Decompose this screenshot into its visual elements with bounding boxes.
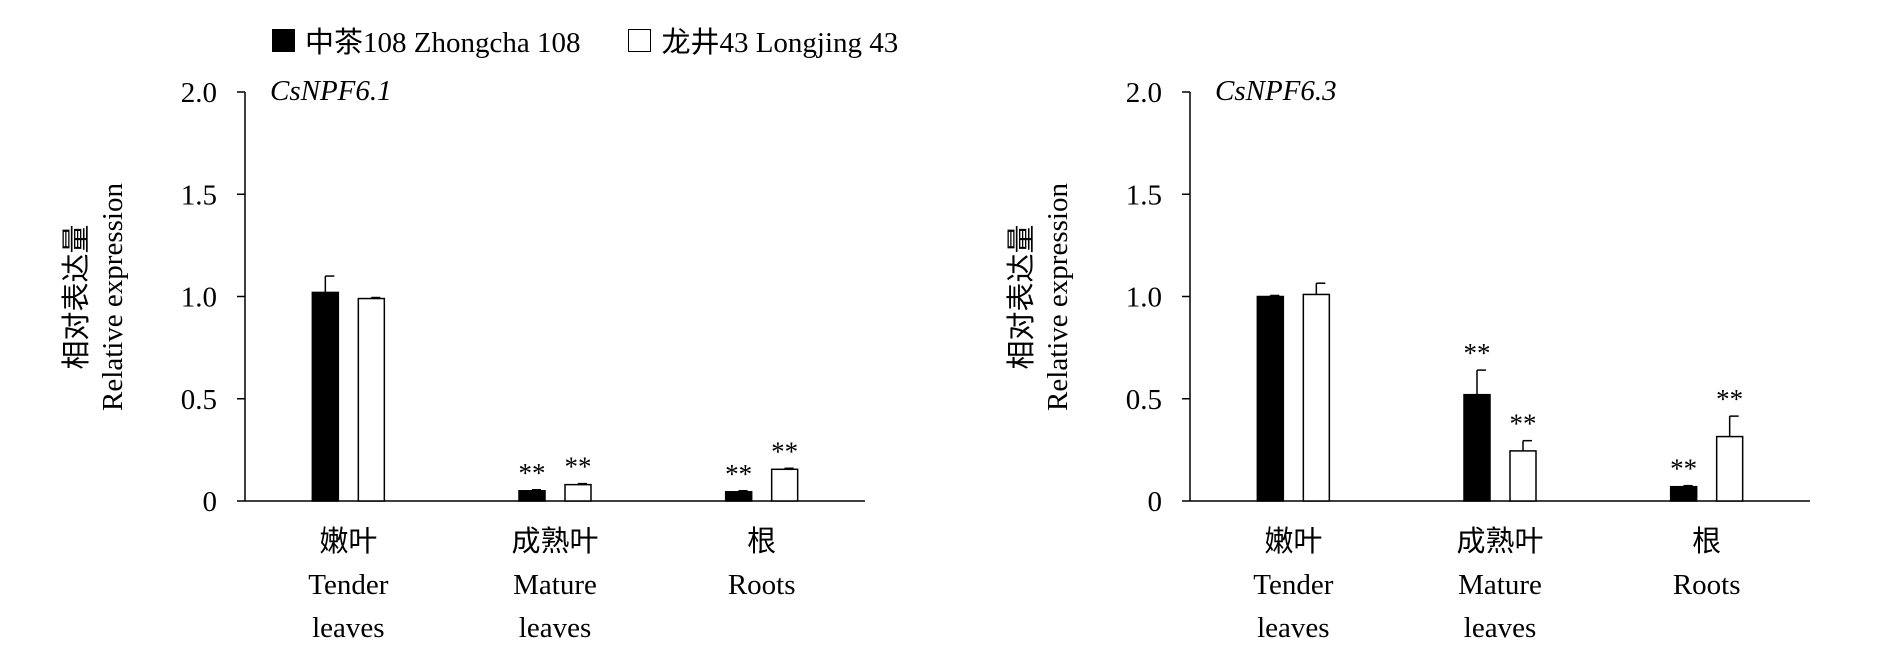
category-label: Tender [308,569,388,601]
y-axis-label: 相对表达量 Relative expression [60,183,129,411]
significance-label: ** [725,459,752,489]
category-label: Roots [1673,569,1741,601]
y-axis-label-line: 相对表达量 [60,224,93,369]
legend-label: 中茶108 Zhongcha 108 [305,27,581,59]
legend-item-longjing43: 龙井43 Longjing 43 [628,19,898,61]
bar [1302,293,1331,502]
bar [311,291,340,502]
significance-label: ** [771,436,798,466]
y-tick-label: 2.0 [1126,77,1162,109]
category-label: 嫩叶 [1264,525,1322,558]
category-label: 成熟叶 [1456,525,1543,558]
significance-label: ** [1716,384,1743,414]
category-label: Tender [1253,569,1333,601]
category-label: leaves [1257,612,1329,644]
significance-label: ** [1670,454,1697,484]
category-label: Mature [1458,569,1542,601]
bar [770,468,799,502]
y-tick-label: 0.5 [181,384,217,416]
y-axis-label: 相对表达量 Relative expression [1005,183,1074,411]
bar [1715,435,1744,502]
y-tick-label: 1.5 [181,179,217,211]
y-tick-label: 0 [1148,486,1163,518]
significance-label: ** [1464,338,1491,368]
chart-title: CsNPF6.1 [270,75,392,107]
significance-label: ** [1510,409,1537,439]
legend-swatch-black [272,28,295,52]
bar [1463,393,1491,502]
y-tick-label: 0.5 [1126,384,1162,416]
category-label: 根 [1692,525,1721,558]
legend: 中茶108 Zhongcha 108 龙井43 Longjing 43 [272,20,946,60]
chart-csnpf6-1: 相对表达量 Relative expression 0 0.5 1.0 1.5 2.0 CsN… [60,75,865,644]
legend-swatch-white [628,28,652,52]
y-tick-label: 1.5 [1126,179,1162,211]
category-label: 嫩叶 [319,525,377,558]
category-label: leaves [519,612,591,644]
legend-label: 龙井43 Longjing 43 [661,27,899,59]
category-label: 根 [747,525,776,558]
category-label: leaves [1464,612,1536,644]
category-label: Mature [513,569,597,601]
y-tick-label: 1.0 [1126,282,1162,314]
bar [1509,450,1537,502]
y-axis-label-line: Relative expression [1042,183,1074,411]
legend-item-zhongcha108: 中茶108 Zhongcha 108 [272,19,580,61]
y-axis-label-line: Relative expression [97,183,129,411]
category-label: 成熟叶 [511,525,598,558]
significance-label: ** [565,452,592,482]
bar [724,491,753,502]
bar [1669,485,1698,502]
y-tick-label: 0 [203,486,218,518]
y-tick-label: 1.0 [181,282,217,314]
significance-label: ** [519,458,546,488]
chart-title: CsNPF6.3 [1215,75,1337,107]
category-label: leaves [312,612,384,644]
bar [564,483,592,502]
bar [1256,295,1285,502]
y-tick-label: 2.0 [181,77,217,109]
category-label: Roots [728,569,796,601]
bar [518,490,546,502]
chart-csnpf6-3: 相对表达量 Relative expression 0 0.5 1.0 1.5 2.0 CsN… [1005,75,1810,644]
y-axis-label-line: 相对表达量 [1005,224,1038,369]
bar [357,297,386,502]
